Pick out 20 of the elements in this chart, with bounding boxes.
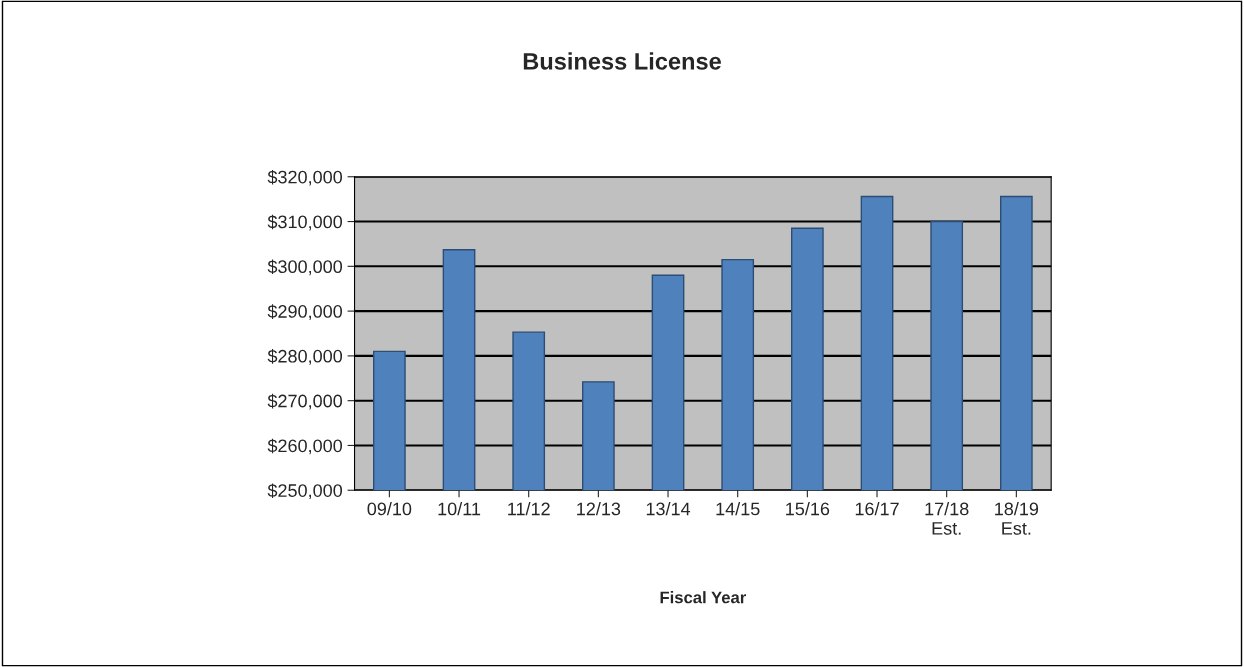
x-tick-label: 09/10: [367, 502, 412, 516]
x-tick-label: 11/12: [508, 502, 550, 516]
x-tick-label: 14/15: [716, 502, 760, 516]
y-tick-label: $260,000: [267, 438, 343, 455]
x-axis-title: Fiscal Year: [660, 591, 747, 604]
y-tick-label: $320,000: [267, 169, 343, 186]
x-tick-label: 13/14: [646, 502, 691, 516]
x-tick-label: 15/16: [786, 502, 830, 516]
x-tick-label: 18/19 Est.: [995, 502, 1039, 535]
x-tick-label: 16/17: [855, 502, 899, 516]
y-tick-label: $290,000: [267, 304, 343, 320]
y-tick-label: $300,000: [267, 259, 343, 276]
y-tick-label: $310,000: [267, 214, 343, 231]
y-tick-label: $250,000: [267, 483, 343, 500]
x-tick-label: 17/18 Est.: [925, 502, 969, 535]
x-tick-label: 12/13: [577, 502, 621, 516]
chart-title: Business License: [523, 52, 721, 70]
y-tick-label: $280,000: [267, 349, 343, 365]
y-tick-label: $270,000: [267, 393, 343, 410]
x-tick-label: 10/11: [438, 502, 481, 516]
